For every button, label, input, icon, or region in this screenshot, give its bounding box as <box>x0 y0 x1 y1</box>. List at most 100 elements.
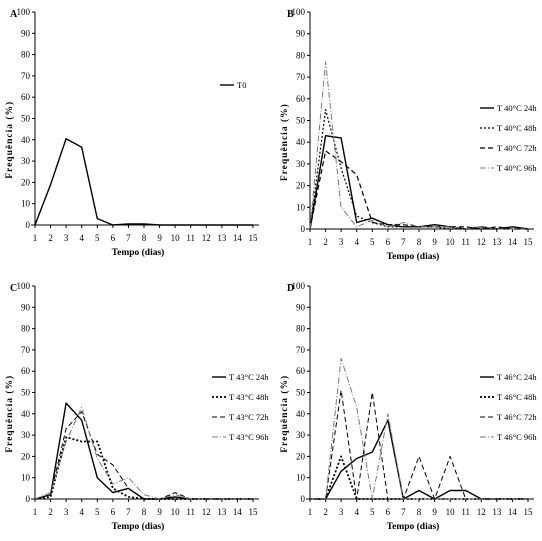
series-line-c-2 <box>34 436 253 500</box>
y-tick-label: 10 <box>296 473 306 483</box>
y-tick-label: 60 <box>21 92 31 102</box>
x-tick-label: 13 <box>217 507 227 517</box>
panel-letter: B <box>287 9 294 20</box>
legend-entry: T0 <box>237 80 246 90</box>
x-tick-label: 8 <box>142 233 147 243</box>
x-tick-label: 1 <box>308 237 313 247</box>
x-tick-label: 14 <box>508 237 518 247</box>
y-tick-label: 40 <box>21 409 31 419</box>
series-line-c-3 <box>34 411 253 500</box>
x-tick-label: 2 <box>323 237 328 247</box>
legend-entry: T 46°C 48h <box>497 392 537 402</box>
y-tick-label: 10 <box>21 199 31 209</box>
y-axis-label: Frequência (%) <box>279 103 290 181</box>
y-tick-label: 60 <box>296 94 306 104</box>
y-tick-label: 70 <box>296 72 306 82</box>
x-tick-label: 10 <box>171 233 181 243</box>
panel-letter: A <box>10 9 18 20</box>
y-tick-label: 30 <box>21 430 31 440</box>
y-tick-label: 0 <box>26 494 31 504</box>
y-tick-label: 20 <box>21 451 31 461</box>
y-tick-label: 80 <box>21 324 31 334</box>
y-tick-label: 40 <box>21 135 31 145</box>
y-tick-label: 80 <box>21 50 31 60</box>
x-tick-label: 5 <box>95 507 100 517</box>
legend-entry: T 40°C 96h <box>497 163 537 173</box>
x-tick-label: 3 <box>64 507 69 517</box>
y-tick-label: 30 <box>296 159 306 169</box>
x-tick-label: 10 <box>171 507 181 517</box>
y-tick-label: 0 <box>26 220 31 230</box>
x-tick-label: 8 <box>142 507 147 517</box>
x-axis-label: Tempo (dias) <box>112 521 165 532</box>
y-tick-label: 10 <box>296 202 306 212</box>
y-tick-label: 60 <box>21 366 31 376</box>
x-tick-label: 4 <box>79 507 84 517</box>
y-tick-label: 100 <box>292 281 306 291</box>
y-tick-label: 20 <box>296 181 306 191</box>
x-tick-label: 4 <box>79 233 84 243</box>
series-line-c-4 <box>34 406 253 500</box>
legend: T 40°C 24h T 40°C 48h T 40°C 72h T 40°C 96h <box>480 103 537 173</box>
x-tick-label: 9 <box>157 507 162 517</box>
x-tick-label: 6 <box>386 507 391 517</box>
y-tick-label: 50 <box>296 116 306 126</box>
y-tick-label: 40 <box>296 137 306 147</box>
x-tick-label: 15 <box>249 233 259 243</box>
legend: T 43°C 24h T 43°C 48h T 43°C 72h T 43°C 96h <box>212 372 269 442</box>
legend: T 46°C 24h T 46°C 48h T 46°C 72h T 46°C 96h <box>480 372 537 442</box>
x-tick-label: 2 <box>48 507 53 517</box>
x-tick-label: 10 <box>446 237 456 247</box>
legend-entry: T 46°C 24h <box>497 372 537 382</box>
x-axis-label: Tempo (dias) <box>112 247 165 258</box>
legend-entry: T 43°C 24h <box>229 372 269 382</box>
x-tick-label: 8 <box>417 507 422 517</box>
legend-entry: T 40°C 48h <box>497 123 537 133</box>
x-tick-label: 11 <box>186 507 195 517</box>
x-tick-label: 10 <box>446 507 456 517</box>
y-tick-label: 20 <box>296 451 306 461</box>
y-axis-label: Frequência (%) <box>4 101 15 179</box>
x-tick-label: 5 <box>370 237 375 247</box>
y-tick-label: 70 <box>21 71 31 81</box>
x-tick-label: 2 <box>323 507 328 517</box>
x-tick-label: 13 <box>492 237 502 247</box>
y-tick-label: 80 <box>296 324 306 334</box>
y-tick-label: 100 <box>17 281 31 291</box>
x-tick-label: 14 <box>508 507 518 517</box>
x-tick-label: 5 <box>370 507 375 517</box>
legend-entry: T 43°C 72h <box>229 412 269 422</box>
y-tick-label: 0 <box>301 494 306 504</box>
legend: T0 <box>220 80 246 90</box>
y-axis-label: Frequência (%) <box>4 375 15 453</box>
x-tick-label: 2 <box>48 233 53 243</box>
y-tick-label: 30 <box>296 430 306 440</box>
x-tick-label: 7 <box>401 507 406 517</box>
x-tick-label: 15 <box>524 237 534 247</box>
x-tick-label: 6 <box>111 507 116 517</box>
x-tick-label: 7 <box>126 507 131 517</box>
x-tick-label: 13 <box>217 233 227 243</box>
legend-entry: T 40°C 72h <box>497 143 537 153</box>
series-line-d-3 <box>310 389 528 500</box>
y-tick-label: 100 <box>292 7 306 17</box>
x-tick-label: 9 <box>432 237 437 247</box>
series-line-b-4 <box>309 61 528 230</box>
legend-entry: T 46°C 72h <box>497 412 537 422</box>
series-line-b-2 <box>309 108 528 230</box>
legend-entry: T 40°C 24h <box>497 103 537 113</box>
y-tick-label: 0 <box>301 224 306 234</box>
series-line-d-2 <box>310 455 528 500</box>
y-tick-label: 60 <box>296 366 306 376</box>
series-line-b-1 <box>309 134 529 230</box>
x-tick-label: 3 <box>339 507 344 517</box>
x-tick-label: 15 <box>524 507 534 517</box>
y-tick-label: 70 <box>296 345 306 355</box>
y-axis-label: Frequência (%) <box>279 375 290 453</box>
panel-letter: D <box>287 283 294 294</box>
y-tick-label: 20 <box>21 177 31 187</box>
